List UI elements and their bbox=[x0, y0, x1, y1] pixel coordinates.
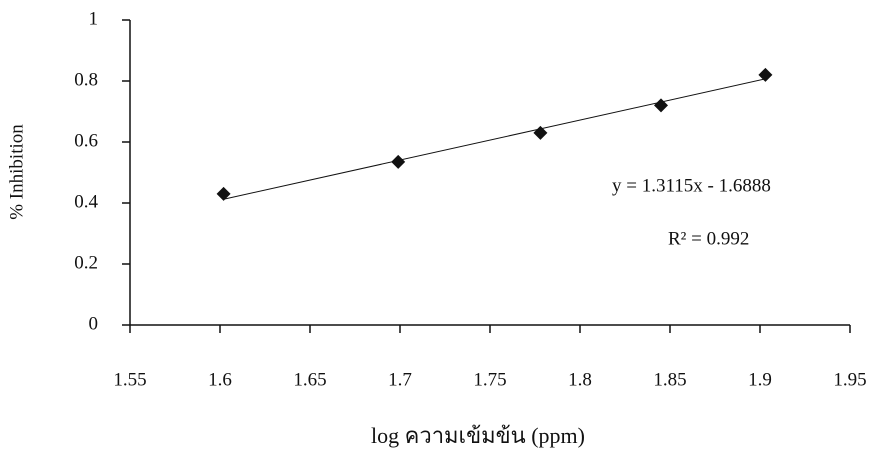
data-point bbox=[391, 154, 406, 169]
data-point bbox=[654, 98, 668, 113]
y-tick-label: 1 bbox=[89, 8, 99, 29]
x-tick-label: 1.65 bbox=[293, 369, 326, 390]
x-tick-label: 1.55 bbox=[113, 369, 146, 390]
y-tick-label: 0 bbox=[89, 313, 99, 334]
x-axis-label: log ความเข้มข้น (ppm) bbox=[371, 423, 585, 448]
data-point bbox=[216, 186, 231, 201]
x-tick-label: 1.6 bbox=[208, 369, 232, 390]
x-tick-label: 1.9 bbox=[748, 369, 772, 390]
data-point bbox=[533, 125, 548, 140]
x-tick-label: 1.95 bbox=[833, 369, 866, 390]
y-tick-label: 0.2 bbox=[74, 252, 98, 273]
x-tick-label: 1.7 bbox=[388, 369, 412, 390]
annotation: R² = 0.992 bbox=[668, 228, 749, 249]
y-tick-label: 0.6 bbox=[74, 130, 98, 151]
y-tick-label: 0.8 bbox=[74, 69, 98, 90]
x-tick-label: 1.75 bbox=[473, 369, 506, 390]
y-axis-label: % Inhibition bbox=[6, 124, 27, 220]
x-tick-label: 1.8 bbox=[568, 369, 592, 390]
x-tick-label: 1.85 bbox=[653, 369, 686, 390]
y-tick-label: 0.4 bbox=[74, 191, 98, 212]
annotation: y = 1.3115x - 1.6888 bbox=[612, 175, 771, 196]
data-point bbox=[758, 67, 773, 82]
trendline bbox=[223, 78, 766, 200]
